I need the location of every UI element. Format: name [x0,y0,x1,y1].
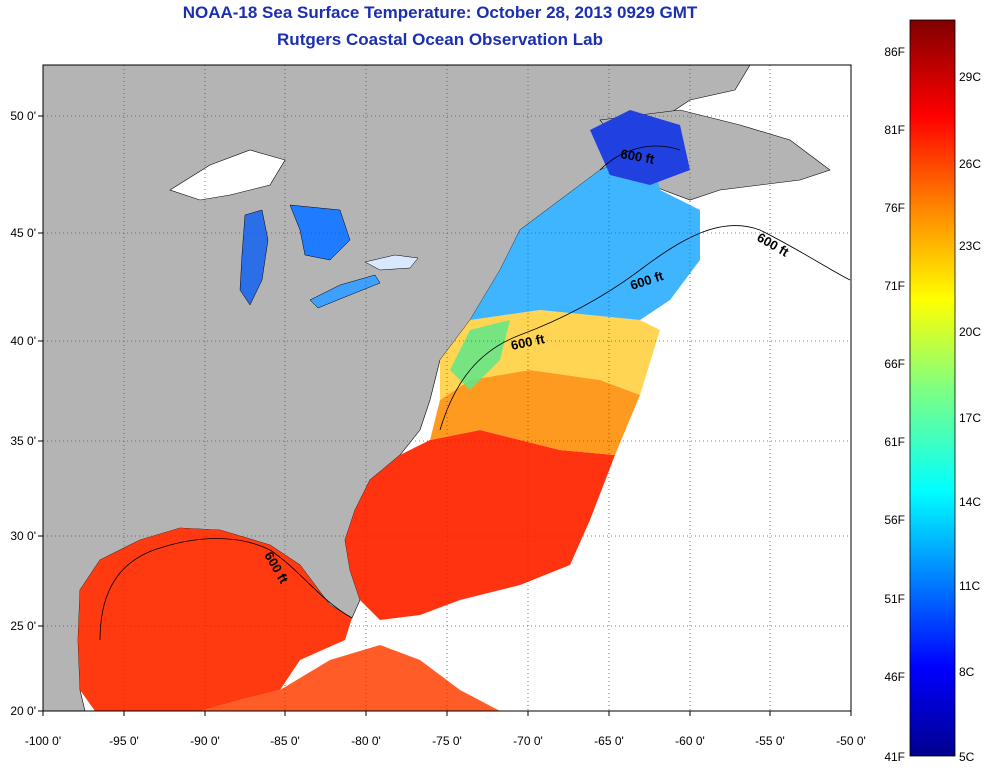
colorbar-celsius-label: 8C [959,665,975,679]
colorbar-celsius-label: 26C [959,157,981,171]
longitude-tick-label: -70 0' [513,734,543,748]
longitude-tick-label: -95 0' [109,734,139,748]
map-title: NOAA-18 Sea Surface Temperature: October… [182,3,698,22]
colorbar-fahrenheit-label: 81F [884,123,905,137]
longitude-tick-label: -100 0' [25,734,61,748]
colorbar-fahrenheit-label: 71F [884,279,905,293]
lake-michigan [239,209,269,306]
colorbar [909,19,956,757]
gulf-of-mexico-sst [78,528,352,711]
atlantic-cool-sst [470,150,700,320]
latitude-tick-label: 40 0' [10,334,36,348]
atlantic-mid-sst [430,370,640,455]
colorbar-labels: 86F 81F 76F 71F 66F 61F 56F 51F 46F 41F 29C 26C 23C 2… [884,45,981,764]
colorbar-celsius-label: 17C [959,411,981,425]
colorbar-fahrenheit-label: 41F [884,750,905,764]
longitude-tick-label: -65 0' [594,734,624,748]
lake-ontario [364,254,419,271]
latitude-tick-label: 25 0' [10,619,36,633]
caribbean-sst [200,645,500,711]
map-subtitle: Rutgers Coastal Ocean Observation Lab [277,30,603,49]
longitude-tick-label: -90 0' [190,734,220,748]
longitude-tick-label: -80 0' [351,734,381,748]
longitude-tick-label: -75 0' [432,734,462,748]
shelf-green-sst [450,320,510,390]
latitude-tick-label: 50 0' [10,109,36,123]
latitude-tick-label: 35 0' [10,434,36,448]
colorbar-celsius-label: 20C [959,325,981,339]
longitude-tick-label: -60 0' [675,734,705,748]
lake-erie [309,274,381,309]
isobath-label: 600 ft [619,146,656,167]
colorbar-fahrenheit-label: 61F [884,435,905,449]
colorbar-fahrenheit-label: 66F [884,357,905,371]
longitude-tick-label: -85 0' [270,734,300,748]
lake-huron [289,204,351,261]
colorbar-celsius-label: 29C [959,70,981,84]
isobath-contours [99,145,851,641]
colorbar-celsius-label: 5C [959,750,975,764]
colorbar-fahrenheit-label: 86F [884,45,905,59]
colorbar-celsius-label: 14C [959,495,981,509]
longitude-tick-label: -50 0' [836,734,866,748]
colorbar-fahrenheit-label: 46F [884,670,905,684]
latitude-axis: 50 0' 45 0' 40 0' 35 0' 30 0' 25 0' 20 0' [10,109,43,718]
colorbar-fahrenheit-label: 51F [884,592,905,606]
colorbar-celsius-label: 11C [959,579,980,593]
colorbar-celsius-label: 23C [959,239,981,253]
atlantic-warm-sst [345,430,615,620]
latitude-tick-label: 30 0' [10,529,36,543]
colorbar-fahrenheit-label: 76F [884,201,905,215]
graticule [43,65,851,711]
latitude-tick-label: 45 0' [10,226,36,240]
lake-superior [169,149,286,201]
colorbar-fahrenheit-label: 56F [884,513,905,527]
latitude-tick-label: 20 0' [10,704,36,718]
longitude-axis: -100 0' -95 0' -90 0' -85 0' -80 0' -75 0' -70… [25,711,866,748]
longitude-tick-label: -55 0' [755,734,785,748]
